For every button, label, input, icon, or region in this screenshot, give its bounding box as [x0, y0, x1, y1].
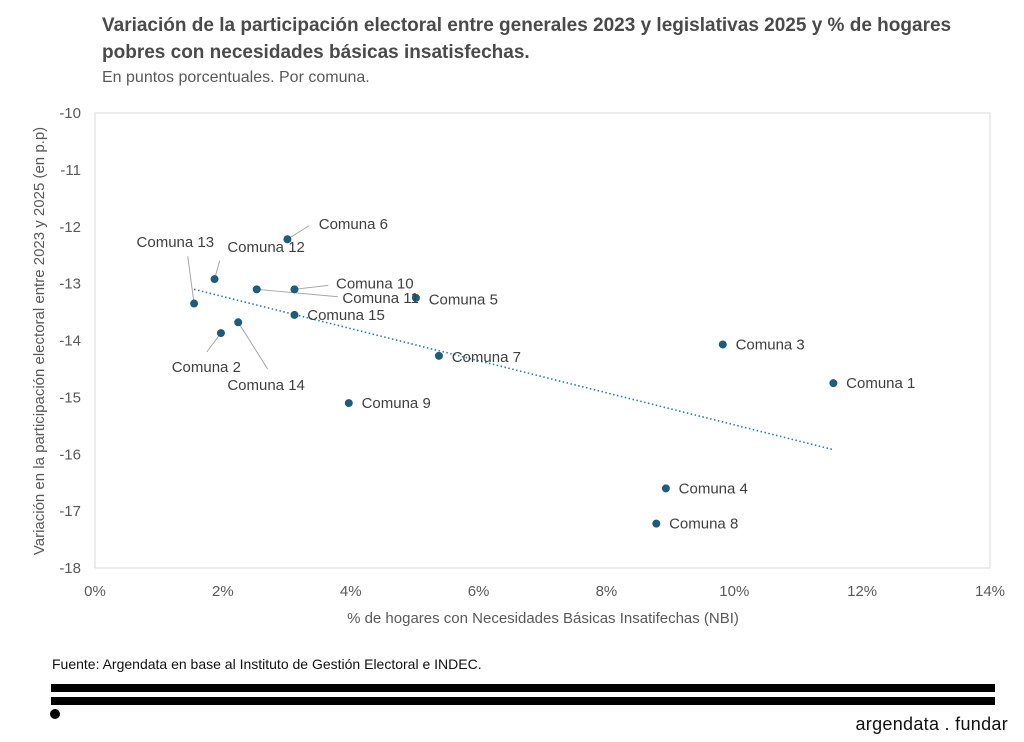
chart-title: Variación de la participación electoral … [102, 15, 952, 63]
data-point [434, 351, 443, 360]
data-point [290, 310, 299, 319]
point-label: Comuna 7 [452, 349, 521, 366]
source-note: Fuente: Argendata en base al Instituto d… [52, 656, 482, 672]
data-point [661, 484, 670, 493]
y-tick-label: -15 [59, 389, 81, 406]
data-point [718, 340, 727, 349]
point-label: Comuna 15 [307, 307, 385, 324]
y-tick-label: -12 [59, 219, 81, 236]
point-label: Comuna 8 [669, 516, 738, 533]
y-tick-label: -13 [59, 276, 81, 293]
point-label: Comuna 2 [172, 359, 241, 376]
data-point [344, 399, 353, 408]
y-tick-label: -17 [59, 503, 81, 520]
point-label: Comuna 5 [429, 292, 498, 309]
footer-bar-bottom [51, 697, 995, 705]
data-point [234, 318, 243, 327]
leader-line [256, 288, 338, 298]
brand-logo: argendata . fundar [855, 714, 1008, 734]
points-group [190, 235, 838, 528]
data-point [190, 299, 199, 308]
data-point [652, 519, 661, 528]
point-label: Comuna 12 [227, 239, 305, 256]
data-point [290, 285, 299, 294]
y-tick-label: -14 [59, 333, 81, 350]
x-tick-label: 4% [340, 583, 362, 600]
point-label: Comuna 9 [362, 395, 431, 412]
data-point [283, 235, 292, 244]
x-tick-label: 12% [847, 583, 877, 600]
y-tick-label: -16 [59, 446, 81, 463]
data-point [411, 293, 420, 302]
plot-area-border [94, 112, 991, 569]
x-tick-label: 0% [84, 583, 106, 600]
point-label: Comuna 1 [846, 375, 915, 392]
trendline-group [193, 288, 834, 451]
x-tick-label: 14% [975, 583, 1005, 600]
y-tick-label: -10 [59, 105, 81, 122]
point-label: Comuna 6 [319, 216, 388, 233]
data-point [252, 285, 261, 294]
data-point [210, 275, 219, 284]
point-label: Comuna 14 [227, 377, 305, 394]
x-tick-label: 6% [468, 583, 490, 600]
chart-subtitle: En puntos porcentuales. Por comuna. [102, 69, 370, 86]
leader-line [237, 322, 269, 370]
y-axis-label: Variación en la participación electoral … [31, 127, 48, 555]
data-point [216, 329, 225, 338]
leader-line [294, 284, 329, 290]
leader-line [187, 256, 195, 304]
y-tick-label: -11 [60, 162, 81, 179]
point-label: Comuna 10 [336, 276, 414, 293]
point-label: Comuna 3 [736, 336, 805, 353]
x-axis-label: % de hogares con Necesidades Básicas Ins… [347, 610, 739, 627]
data-point [829, 379, 838, 388]
x-tick-label: 10% [719, 583, 749, 600]
point-label: Comuna 11 [342, 290, 418, 307]
point-labels-group: Comuna 1 Comuna 2 Comuna 3 Comuna 4 Comuna 5… [137, 216, 916, 533]
trendline [193, 288, 834, 451]
y-tick-label: -18 [59, 560, 81, 577]
footer-dot [50, 709, 60, 719]
chart-axes: 0% 2% 4% 6% 8% 10% 12% 14% -18 -17 -16 -15 -14 -13 -12… [59, 105, 1005, 600]
x-tick-label: 2% [212, 583, 234, 600]
point-label: Comuna 4 [679, 480, 748, 497]
footer-bar-top [51, 684, 995, 692]
point-label: Comuna 13 [137, 234, 215, 251]
x-tick-label: 8% [596, 583, 618, 600]
leader-line [287, 225, 310, 240]
